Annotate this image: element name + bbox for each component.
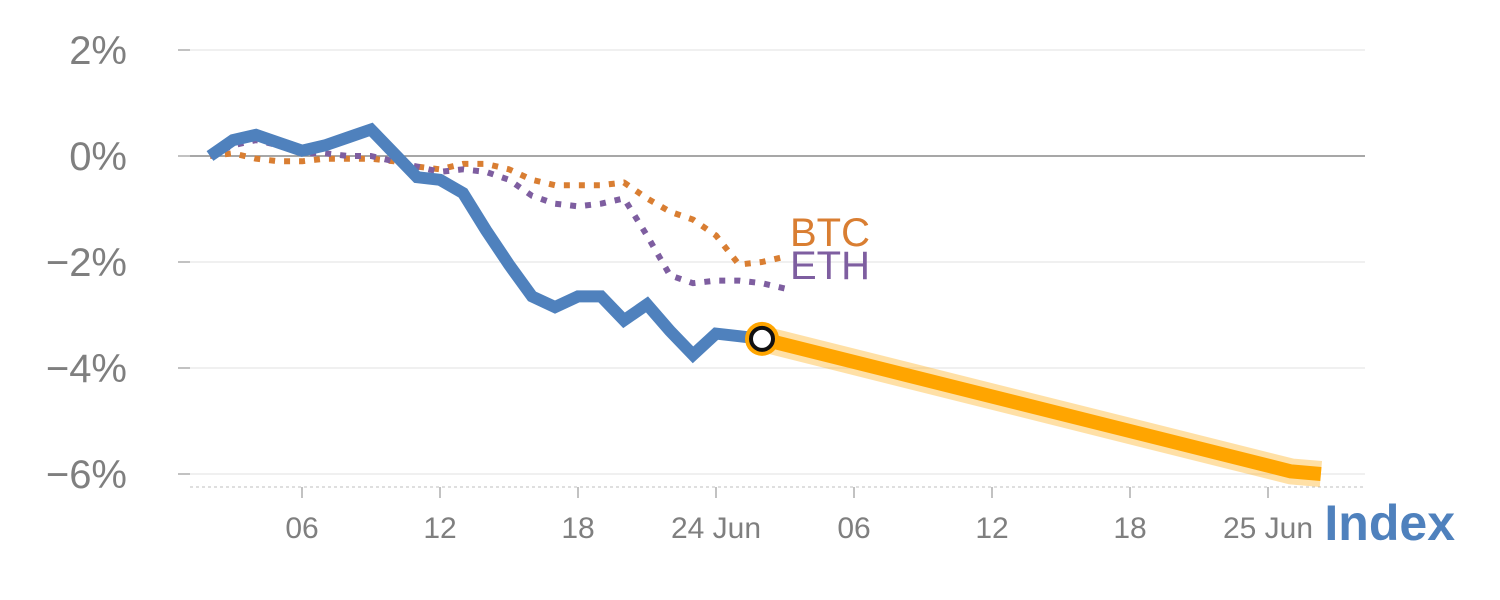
series-eth-line [208, 137, 786, 292]
x-tick-label: 18 [561, 512, 594, 545]
y-tick-label: −2% [46, 241, 127, 285]
x-tick-label: 06 [837, 512, 870, 545]
x-tick-label: 12 [423, 512, 456, 545]
series-forecast-line [760, 332, 1322, 481]
series-label-eth: ETH [790, 244, 870, 288]
brand-label: Index [1324, 495, 1455, 551]
current-value-marker-center [749, 325, 775, 352]
y-tick-label: −4% [46, 347, 127, 391]
x-tick-label: 24 Jun [671, 512, 761, 545]
x-tick-label: 06 [285, 512, 318, 545]
x-tick-label: 12 [975, 512, 1008, 545]
x-axis-ticks: 06 12 18 24 Jun 06 12 18 25 Jun [285, 487, 1313, 545]
series-label-btc: BTC [790, 211, 870, 255]
x-tick-label: 18 [1113, 512, 1146, 545]
grid-lines [190, 49, 1365, 488]
y-axis-ticks: 2% 0% −2% −4% −6% [46, 29, 190, 497]
series-index-line [206, 122, 763, 364]
y-tick-label: −6% [46, 453, 127, 497]
x-tick-label: 25 Jun [1223, 512, 1313, 545]
series-btc-line [209, 150, 786, 268]
series-lines [206, 122, 1323, 487]
y-tick-label: 2% [69, 29, 127, 73]
y-tick-label: 0% [69, 135, 127, 179]
